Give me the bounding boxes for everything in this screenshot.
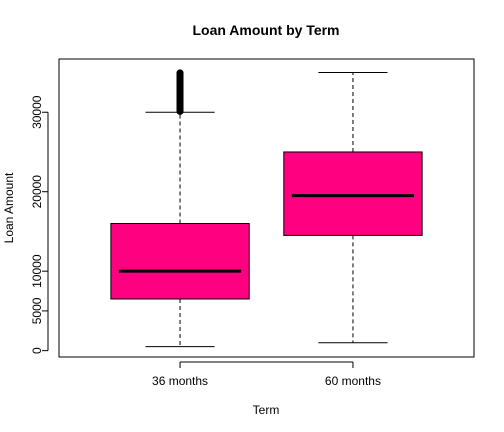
iqr-box bbox=[110, 222, 250, 300]
y-axis-label: Loan Amount bbox=[2, 172, 16, 243]
outlier-point bbox=[176, 69, 184, 77]
y-tick-label: 30000 bbox=[30, 95, 44, 129]
x-tick-label: 60 months bbox=[325, 374, 381, 388]
chart-title: Loan Amount by Term bbox=[193, 22, 340, 38]
x-axis-label: Term bbox=[253, 403, 280, 417]
boxes bbox=[110, 69, 423, 348]
x-axis: 36 months 60 months bbox=[152, 361, 381, 388]
iqr-box bbox=[283, 151, 423, 236]
y-tick-label: 0 bbox=[30, 347, 44, 354]
y-axis: 0 5000 10000 20000 30000 bbox=[30, 95, 49, 354]
box-1 bbox=[110, 69, 250, 348]
plot-frame bbox=[58, 58, 475, 358]
box-2 bbox=[283, 72, 423, 344]
y-tick-label: 5000 bbox=[30, 297, 44, 324]
y-tick-label: 20000 bbox=[30, 175, 44, 209]
y-tick-label: 10000 bbox=[30, 254, 44, 288]
x-tick-label: 36 months bbox=[152, 374, 208, 388]
